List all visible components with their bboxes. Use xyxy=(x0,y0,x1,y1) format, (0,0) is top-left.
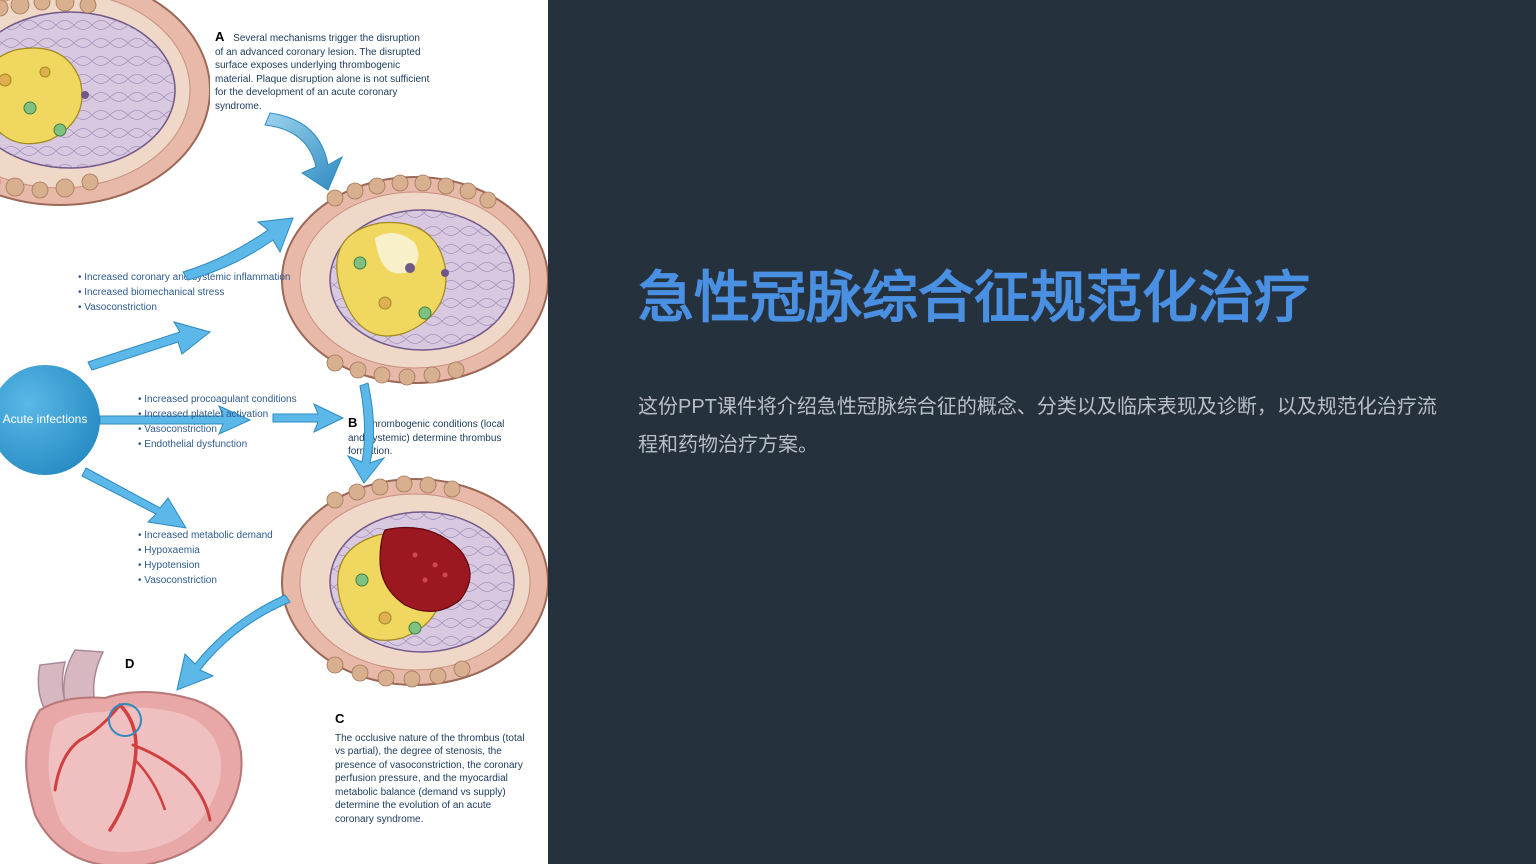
caption-c: C The occlusive nature of the thrombus (… xyxy=(335,710,530,826)
bullet: Increased metabolic demand xyxy=(138,528,273,543)
bullet: Hypoxaemia xyxy=(138,543,273,558)
diagram-panel: A Several mechanisms trigger the disrupt… xyxy=(0,0,548,864)
arrow-radiate-1 xyxy=(80,320,220,385)
bullet: Vasoconstriction xyxy=(78,300,290,315)
bullet: Hypotension xyxy=(138,558,273,573)
caption-d: D xyxy=(125,655,140,673)
arrow-radiate-3 xyxy=(78,460,198,535)
vessel-cross-section-c xyxy=(280,470,548,695)
circle-label-text: Acute infections xyxy=(3,412,88,428)
page-description: 这份PPT课件将介绍急性冠脉综合征的概念、分类以及临床表现及诊断，以及规范化治疗… xyxy=(638,388,1456,464)
arrow-up-left xyxy=(168,210,298,295)
heart-illustration xyxy=(0,640,275,864)
vessel-cross-section-b xyxy=(280,168,548,393)
vessel-cross-section-a xyxy=(0,0,210,220)
bullets-bottom: Increased metabolic demand Hypoxaemia Hy… xyxy=(138,528,273,588)
page-title: 急性冠脉综合征规范化治疗 xyxy=(638,260,1456,338)
content-panel: 急性冠脉综合征规范化治疗 这份PPT课件将介绍急性冠脉综合征的概念、分类以及临床… xyxy=(548,0,1536,864)
caption-letter-a: A xyxy=(215,29,224,44)
caption-letter-c: C xyxy=(335,710,524,728)
caption-letter-d: D xyxy=(125,656,134,671)
arrow-mid-to-b xyxy=(268,400,348,441)
bullet: Vasoconstriction xyxy=(138,573,273,588)
caption-text-c: The occlusive nature of the thrombus (to… xyxy=(335,733,525,825)
